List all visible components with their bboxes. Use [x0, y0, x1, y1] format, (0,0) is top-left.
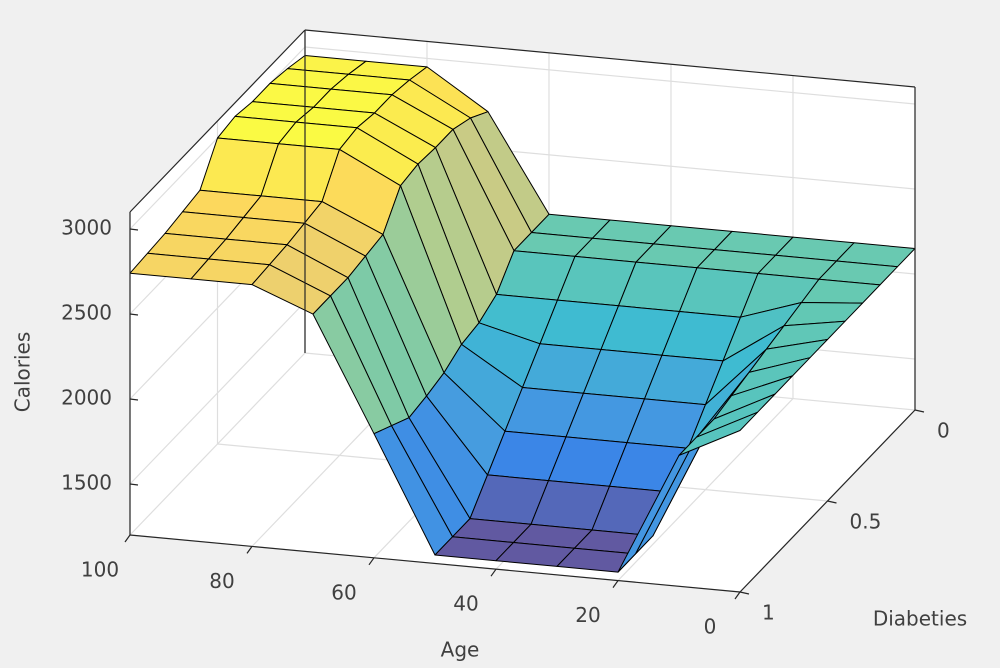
grid-line	[129, 301, 306, 485]
axis-edge	[129, 29, 306, 213]
z-axis-label: Calories	[11, 332, 35, 413]
tick-mark	[612, 580, 619, 588]
tick-mark	[368, 557, 375, 566]
x-tick-label: 60	[331, 580, 356, 604]
tick-mark	[734, 591, 741, 600]
y-tick-label: 1	[762, 601, 775, 625]
x-tick-label: 80	[209, 569, 234, 593]
tick-mark	[914, 409, 925, 413]
tick-mark	[124, 534, 131, 543]
tick-mark	[739, 591, 750, 595]
x-axis-label: Age	[441, 638, 480, 662]
x-tick-label: 0	[704, 615, 717, 639]
axes-frame	[124, 29, 925, 600]
tick-mark	[246, 546, 253, 554]
z-tick-label: 1500	[61, 471, 112, 495]
surface-face	[678, 411, 758, 456]
axis-edge	[304, 29, 916, 88]
tick-mark	[129, 228, 139, 231]
y-tick-label: 0.5	[850, 510, 882, 534]
axis-edge	[129, 534, 741, 593]
axis-edge	[739, 409, 916, 593]
y-axis-label: Diabeties	[873, 607, 967, 631]
z-tick-label: 2500	[61, 301, 112, 325]
x-tick-label: 20	[575, 603, 600, 627]
y-tick-label: 0	[937, 419, 950, 443]
x-tick-label: 100	[81, 558, 119, 582]
tick-mark	[490, 568, 497, 577]
surface	[129, 55, 916, 573]
tick-mark	[129, 398, 139, 401]
tick-mark	[129, 313, 139, 316]
grid-line	[304, 46, 916, 105]
tick-mark	[129, 483, 139, 486]
tick-mark	[827, 500, 837, 504]
labels: 0 20 40 60 80 100 0 0.5 1 1500 2000 2500 3000	[61, 216, 950, 639]
x-tick-label: 40	[453, 592, 478, 616]
z-tick-label: 2000	[61, 386, 112, 410]
z-tick-label: 3000	[61, 216, 112, 240]
